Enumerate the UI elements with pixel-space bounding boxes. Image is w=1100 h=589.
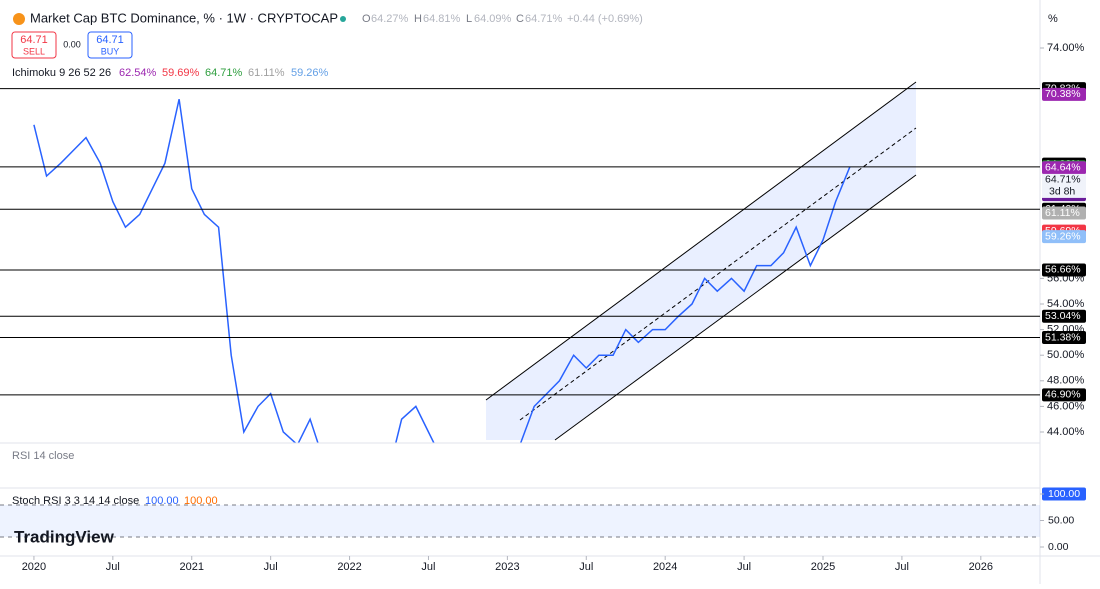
x-tick-label: 2020 xyxy=(22,561,46,573)
ohlc-label: H xyxy=(414,13,422,25)
x-tick-label: 2025 xyxy=(811,561,835,573)
ohlc-value: 64.09% xyxy=(474,13,512,25)
price-tag-label: 59.26% xyxy=(1045,230,1081,242)
stoch-tag xyxy=(1042,487,1086,501)
y-tick-label: 48.00% xyxy=(1047,375,1085,387)
stoch-label[interactable]: Stoch RSI 3 3 14 14 close xyxy=(12,495,139,507)
indicator-value: 59.69% xyxy=(162,67,200,79)
stoch-tick-label: 50.00 xyxy=(1048,514,1074,526)
ohlc-value: 64.27% xyxy=(371,13,409,25)
sell-button[interactable] xyxy=(11,31,57,59)
spread: 0.00 xyxy=(63,39,81,49)
x-tick-label: 2023 xyxy=(495,561,519,573)
channel-lower xyxy=(554,174,917,441)
price-tag-label: 64.64% xyxy=(1045,162,1081,174)
y-tick-label: 46.00% xyxy=(1047,400,1085,412)
ohlc-value: 64.81% xyxy=(423,13,461,25)
channel-upper xyxy=(485,81,917,401)
x-tick-label: Jul xyxy=(737,561,751,573)
price-tag xyxy=(1042,87,1086,101)
rsi-label[interactable]: RSI 14 close xyxy=(12,450,74,462)
indicator-value: 61.11% xyxy=(248,67,285,79)
indicator-value: 64.71% xyxy=(205,67,243,79)
price-tag xyxy=(1042,309,1086,323)
coin-icon xyxy=(13,13,25,25)
price-tag xyxy=(1042,263,1086,277)
x-tick-label: 2024 xyxy=(653,561,677,573)
stoch-k: 100.00 xyxy=(145,495,179,507)
price-tag-label: 70.38% xyxy=(1045,88,1081,100)
price-tag-label: 56.66% xyxy=(1045,264,1081,276)
price-tag xyxy=(1042,331,1086,345)
ohlc-label: L xyxy=(466,13,472,25)
stoch-d: 100.00 xyxy=(184,495,218,507)
price-tag xyxy=(1042,161,1086,175)
y-tick-label: 44.00% xyxy=(1047,426,1085,438)
x-tick-label: 2022 xyxy=(337,561,361,573)
price-tag xyxy=(1042,206,1086,220)
ohlc-change: +0.44 (+0.69%) xyxy=(567,13,643,25)
x-tick-label: Jul xyxy=(895,561,909,573)
x-tick-label: Jul xyxy=(579,561,593,573)
price-tag-label: 61.11% xyxy=(1045,207,1080,219)
price-tag-label: 51.38% xyxy=(1045,331,1081,343)
countdown: 3d 8h xyxy=(1049,186,1075,198)
y-tick-label: 74.00% xyxy=(1047,42,1085,54)
buy-label: BUY xyxy=(101,46,120,56)
buy-price: 64.71 xyxy=(96,34,124,46)
price-tag-label: 46.90% xyxy=(1045,389,1081,401)
channel-mid xyxy=(519,127,917,421)
sell-price: 64.71 xyxy=(20,34,48,46)
indicator-value: 59.26% xyxy=(291,67,329,79)
stoch-tick-label: 100.00 xyxy=(1048,488,1080,500)
x-tick-label: Jul xyxy=(264,561,278,573)
price-tag-label: 53.04% xyxy=(1045,310,1081,322)
indicator-value: 62.54% xyxy=(119,67,157,79)
y-tick-label: 54.00% xyxy=(1047,298,1085,310)
axis-unit[interactable]: % xyxy=(1048,13,1058,25)
symbol-title[interactable]: Market Cap BTC Dominance, % · 1W · CRYPT… xyxy=(30,10,338,25)
stoch-tick-label: 0.00 xyxy=(1048,541,1069,553)
y-tick-label: 50.00% xyxy=(1047,349,1085,361)
stoch-band xyxy=(0,505,1040,537)
price-tag xyxy=(1042,230,1086,244)
logo: TradingView xyxy=(14,527,115,546)
ohlc-label: C xyxy=(516,13,524,25)
price-tag xyxy=(1042,388,1086,402)
indicator-name[interactable]: Ichimoku 9 26 52 26 xyxy=(12,67,111,79)
ohlc-value: 64.71% xyxy=(525,13,563,25)
x-tick-label: Jul xyxy=(421,561,435,573)
buy-button[interactable] xyxy=(87,31,133,59)
main-pane xyxy=(33,81,917,443)
status-dot xyxy=(340,16,346,22)
x-tick-label: 2026 xyxy=(969,561,993,573)
last-price: 64.71% xyxy=(1045,174,1081,186)
channel-fill xyxy=(486,82,916,440)
sell-label: SELL xyxy=(23,46,45,56)
x-tick-label: Jul xyxy=(106,561,120,573)
price-line xyxy=(33,99,851,443)
ohlc-label: O xyxy=(362,13,371,25)
x-tick-label: 2021 xyxy=(180,561,204,573)
last-price-box xyxy=(1042,173,1086,198)
